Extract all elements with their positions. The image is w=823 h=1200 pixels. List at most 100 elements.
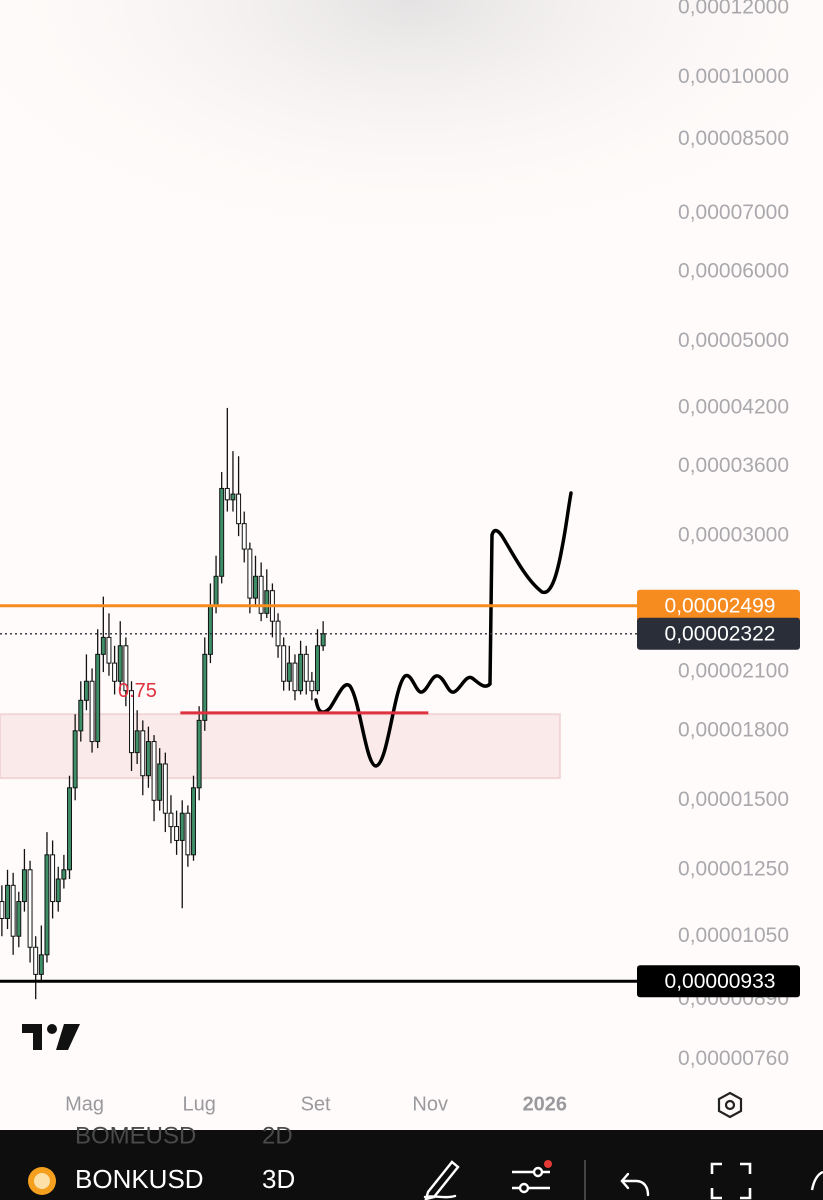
candle-body: [10, 884, 16, 937]
candle-body: [21, 869, 27, 903]
candle-body: [247, 548, 253, 599]
candle-body: [72, 730, 78, 789]
candle-body: [230, 493, 236, 501]
toolbar: [0, 1130, 823, 1200]
x-tick-label: Mag: [65, 1093, 104, 1115]
candle-body: [315, 645, 320, 692]
y-tick-label: 0,00001050: [678, 924, 789, 947]
candle-body: [89, 680, 95, 743]
price-label-box: [637, 589, 800, 622]
screen-glare: [0, 0, 823, 420]
candle-body: [134, 730, 140, 754]
price-label: 0,00002322: [665, 622, 776, 645]
candle-body: [224, 487, 230, 501]
y-tick-label: 0,00010000: [678, 65, 789, 88]
candle-body: [16, 901, 22, 937]
candle-body: [185, 812, 191, 856]
prev-interval: 2D: [262, 1122, 293, 1149]
candle-body: [33, 946, 39, 975]
candle-body: [213, 575, 219, 607]
settings-icon[interactable]: [717, 1091, 743, 1119]
candle-body: [140, 730, 146, 777]
candle-body: [320, 633, 326, 647]
candle-body: [112, 662, 118, 682]
y-tick-label: 0,00001250: [678, 857, 789, 880]
y-tick-label: 0,00008500: [678, 127, 789, 150]
y-tick-label: 0,00001800: [678, 718, 789, 741]
candle-body: [219, 487, 225, 577]
candle-body: [151, 741, 157, 801]
candle-body: [44, 854, 50, 956]
x-tick-label: Set: [301, 1093, 331, 1115]
candle-body: [202, 653, 208, 721]
fullscreen-icon[interactable]: [710, 1162, 752, 1200]
tradingview-logo: [22, 1024, 80, 1050]
y-tick-label: 0,00002100: [678, 660, 789, 683]
candle-body: [157, 763, 163, 801]
candle-body: [174, 826, 180, 841]
y-tick-label: 0,00003000: [678, 524, 789, 547]
candle-body: [83, 680, 89, 701]
candle-body: [253, 575, 258, 599]
candle-body: [117, 645, 123, 682]
prev-symbol: BOMEUSD: [75, 1122, 196, 1149]
candle-body: [55, 878, 61, 903]
candle-body: [38, 954, 44, 975]
candle-body: [27, 869, 33, 948]
candle-body: [5, 884, 10, 919]
candle-body: [50, 854, 56, 903]
y-tick-label: 0,00003600: [678, 454, 789, 477]
y-tick-label: 0,00000760: [678, 1047, 789, 1070]
candle-body: [258, 575, 264, 614]
price-label: 0,00000933: [665, 970, 776, 993]
y-tick-label: 0,00004200: [678, 395, 789, 418]
candle-body: [168, 812, 174, 828]
candle-body: [292, 662, 298, 692]
candle-body: [303, 653, 309, 682]
interval[interactable]: 3D: [262, 1164, 295, 1194]
y-tick-label: 0,00012000: [678, 0, 789, 18]
candle-body: [179, 812, 185, 841]
candle-body: [236, 493, 242, 525]
y-tick-label: 0,00006000: [678, 260, 789, 283]
x-tick-label: Nov: [412, 1093, 448, 1115]
level-label: 0.75: [118, 680, 157, 702]
coin-icon-face: [34, 1173, 50, 1189]
support-zone: [0, 713, 561, 780]
price-label: 0,00002499: [665, 594, 776, 617]
y-tick-label: 0,00007000: [678, 201, 789, 224]
candle-body: [207, 605, 213, 655]
candle-body: [281, 645, 287, 682]
candle-body: [241, 523, 247, 550]
candle-body: [123, 645, 129, 692]
x-tick-label: Lug: [182, 1093, 215, 1115]
candle-body: [129, 690, 134, 754]
candle-body: [264, 590, 270, 614]
candle-body: [0, 901, 5, 919]
y-tick-label: 0,00005000: [678, 329, 789, 352]
undo-icon[interactable]: [620, 1172, 650, 1197]
candle-body: [298, 653, 304, 692]
candle-body: [162, 763, 168, 814]
candle-body: [196, 719, 202, 789]
x-tick-label: 2026: [523, 1093, 568, 1115]
candle-body: [191, 787, 196, 856]
candle-body: [309, 680, 315, 692]
candle-body: [286, 662, 292, 682]
price-label-box: [637, 617, 800, 650]
y-tick-label: 0,00001500: [678, 788, 789, 811]
symbol[interactable]: BONKUSD: [75, 1164, 204, 1194]
price-label-box: [637, 965, 800, 998]
candle-body: [145, 741, 151, 777]
candle-body: [95, 653, 101, 743]
candle-body: [106, 636, 112, 664]
candle-body: [78, 699, 84, 732]
more-icon[interactable]: [810, 1170, 823, 1191]
candle-body: [61, 869, 67, 880]
indicators-icon[interactable]: [512, 1160, 552, 1194]
freehand-drawing: [314, 491, 573, 768]
candle-body: [100, 636, 106, 655]
draw-icon[interactable]: [423, 1160, 460, 1200]
